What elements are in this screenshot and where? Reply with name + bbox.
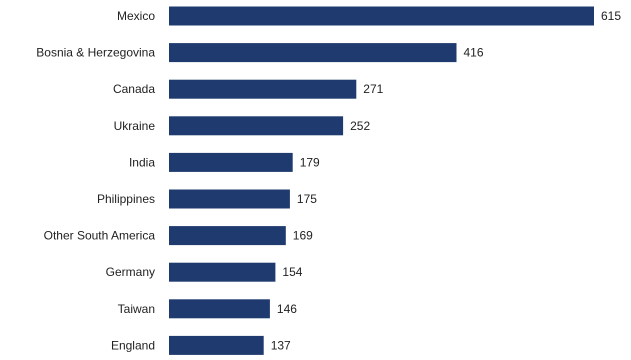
category-label-5: Philippines xyxy=(97,192,155,206)
category-label-9: England xyxy=(111,338,155,352)
bars-layer xyxy=(169,6,594,355)
bar-5 xyxy=(169,189,290,209)
category-label-3: Ukraine xyxy=(114,119,156,133)
bar-4 xyxy=(169,152,293,172)
category-label-7: Germany xyxy=(106,265,155,279)
value-label-6: 169 xyxy=(293,229,313,243)
bar-2 xyxy=(169,79,357,99)
value-label-0: 615 xyxy=(601,9,621,23)
bar-6 xyxy=(169,226,286,246)
category-label-2: Canada xyxy=(113,82,155,96)
value-label-5: 175 xyxy=(297,192,317,206)
category-labels: Mexico Bosnia & Herzegovina Canada Ukraine I… xyxy=(36,9,155,352)
bar-8 xyxy=(169,299,270,319)
bar-9 xyxy=(169,335,264,355)
value-label-4: 179 xyxy=(300,155,320,169)
value-label-9: 137 xyxy=(271,338,291,352)
value-label-7: 154 xyxy=(282,265,302,279)
value-label-1: 416 xyxy=(464,46,484,60)
category-label-1: Bosnia & Herzegovina xyxy=(36,46,155,60)
value-label-3: 252 xyxy=(350,119,370,133)
bar-1 xyxy=(169,43,457,63)
value-label-8: 146 xyxy=(277,302,297,316)
category-label-0: Mexico xyxy=(117,9,155,23)
category-label-8: Taiwan xyxy=(118,302,155,316)
value-labels: 615 416 271 252 179 175 169 154 146 137 xyxy=(271,9,622,352)
bar-3 xyxy=(169,116,344,136)
bar-7 xyxy=(169,262,276,282)
category-label-4: India xyxy=(129,155,155,169)
bar-0 xyxy=(169,6,594,26)
category-label-6: Other South America xyxy=(44,229,156,243)
value-label-2: 271 xyxy=(363,82,383,96)
